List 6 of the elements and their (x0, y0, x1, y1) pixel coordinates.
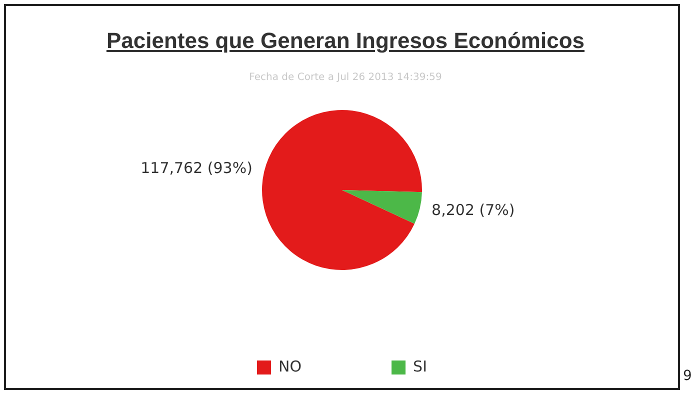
legend-label: NO (278, 357, 302, 376)
text: 9 (683, 368, 691, 384)
data-label: 117,762 (93%) (140, 158, 252, 177)
legend-label: SI (413, 357, 427, 376)
data-label: 8,202 (7%) (432, 201, 515, 220)
chart-title: Pacientes que Generan Ingresos Económicos (105, 28, 586, 54)
